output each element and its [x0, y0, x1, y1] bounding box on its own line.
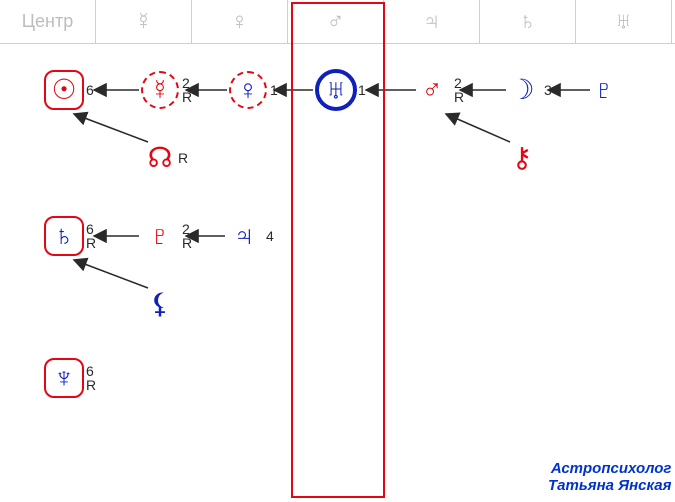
highlighted-column	[291, 2, 385, 498]
header-label: Центр	[22, 11, 74, 32]
header-label: ♃	[423, 8, 441, 36]
header-cell-venus: ♀	[192, 0, 288, 43]
signature: Астропсихолог Татьяна Янская	[548, 460, 671, 494]
signature-line1: Астропсихолог	[551, 460, 672, 477]
arrow	[446, 114, 510, 142]
header-cell-saturn: ♄	[480, 0, 576, 43]
header-label: ♅	[615, 8, 633, 36]
header-cell-center: Центр	[0, 0, 96, 43]
header-cell-jupiter: ♃	[384, 0, 480, 43]
signature-line2: Татьяна Янская	[548, 477, 671, 494]
header-cell-mercury: ☿	[96, 0, 192, 43]
header-label: ☿	[135, 8, 153, 36]
arrow	[74, 260, 148, 288]
arrow	[74, 114, 148, 142]
header-cell-uranus: ♅	[576, 0, 672, 43]
header-label: ♀	[231, 8, 249, 36]
header-label: ♄	[519, 8, 537, 36]
